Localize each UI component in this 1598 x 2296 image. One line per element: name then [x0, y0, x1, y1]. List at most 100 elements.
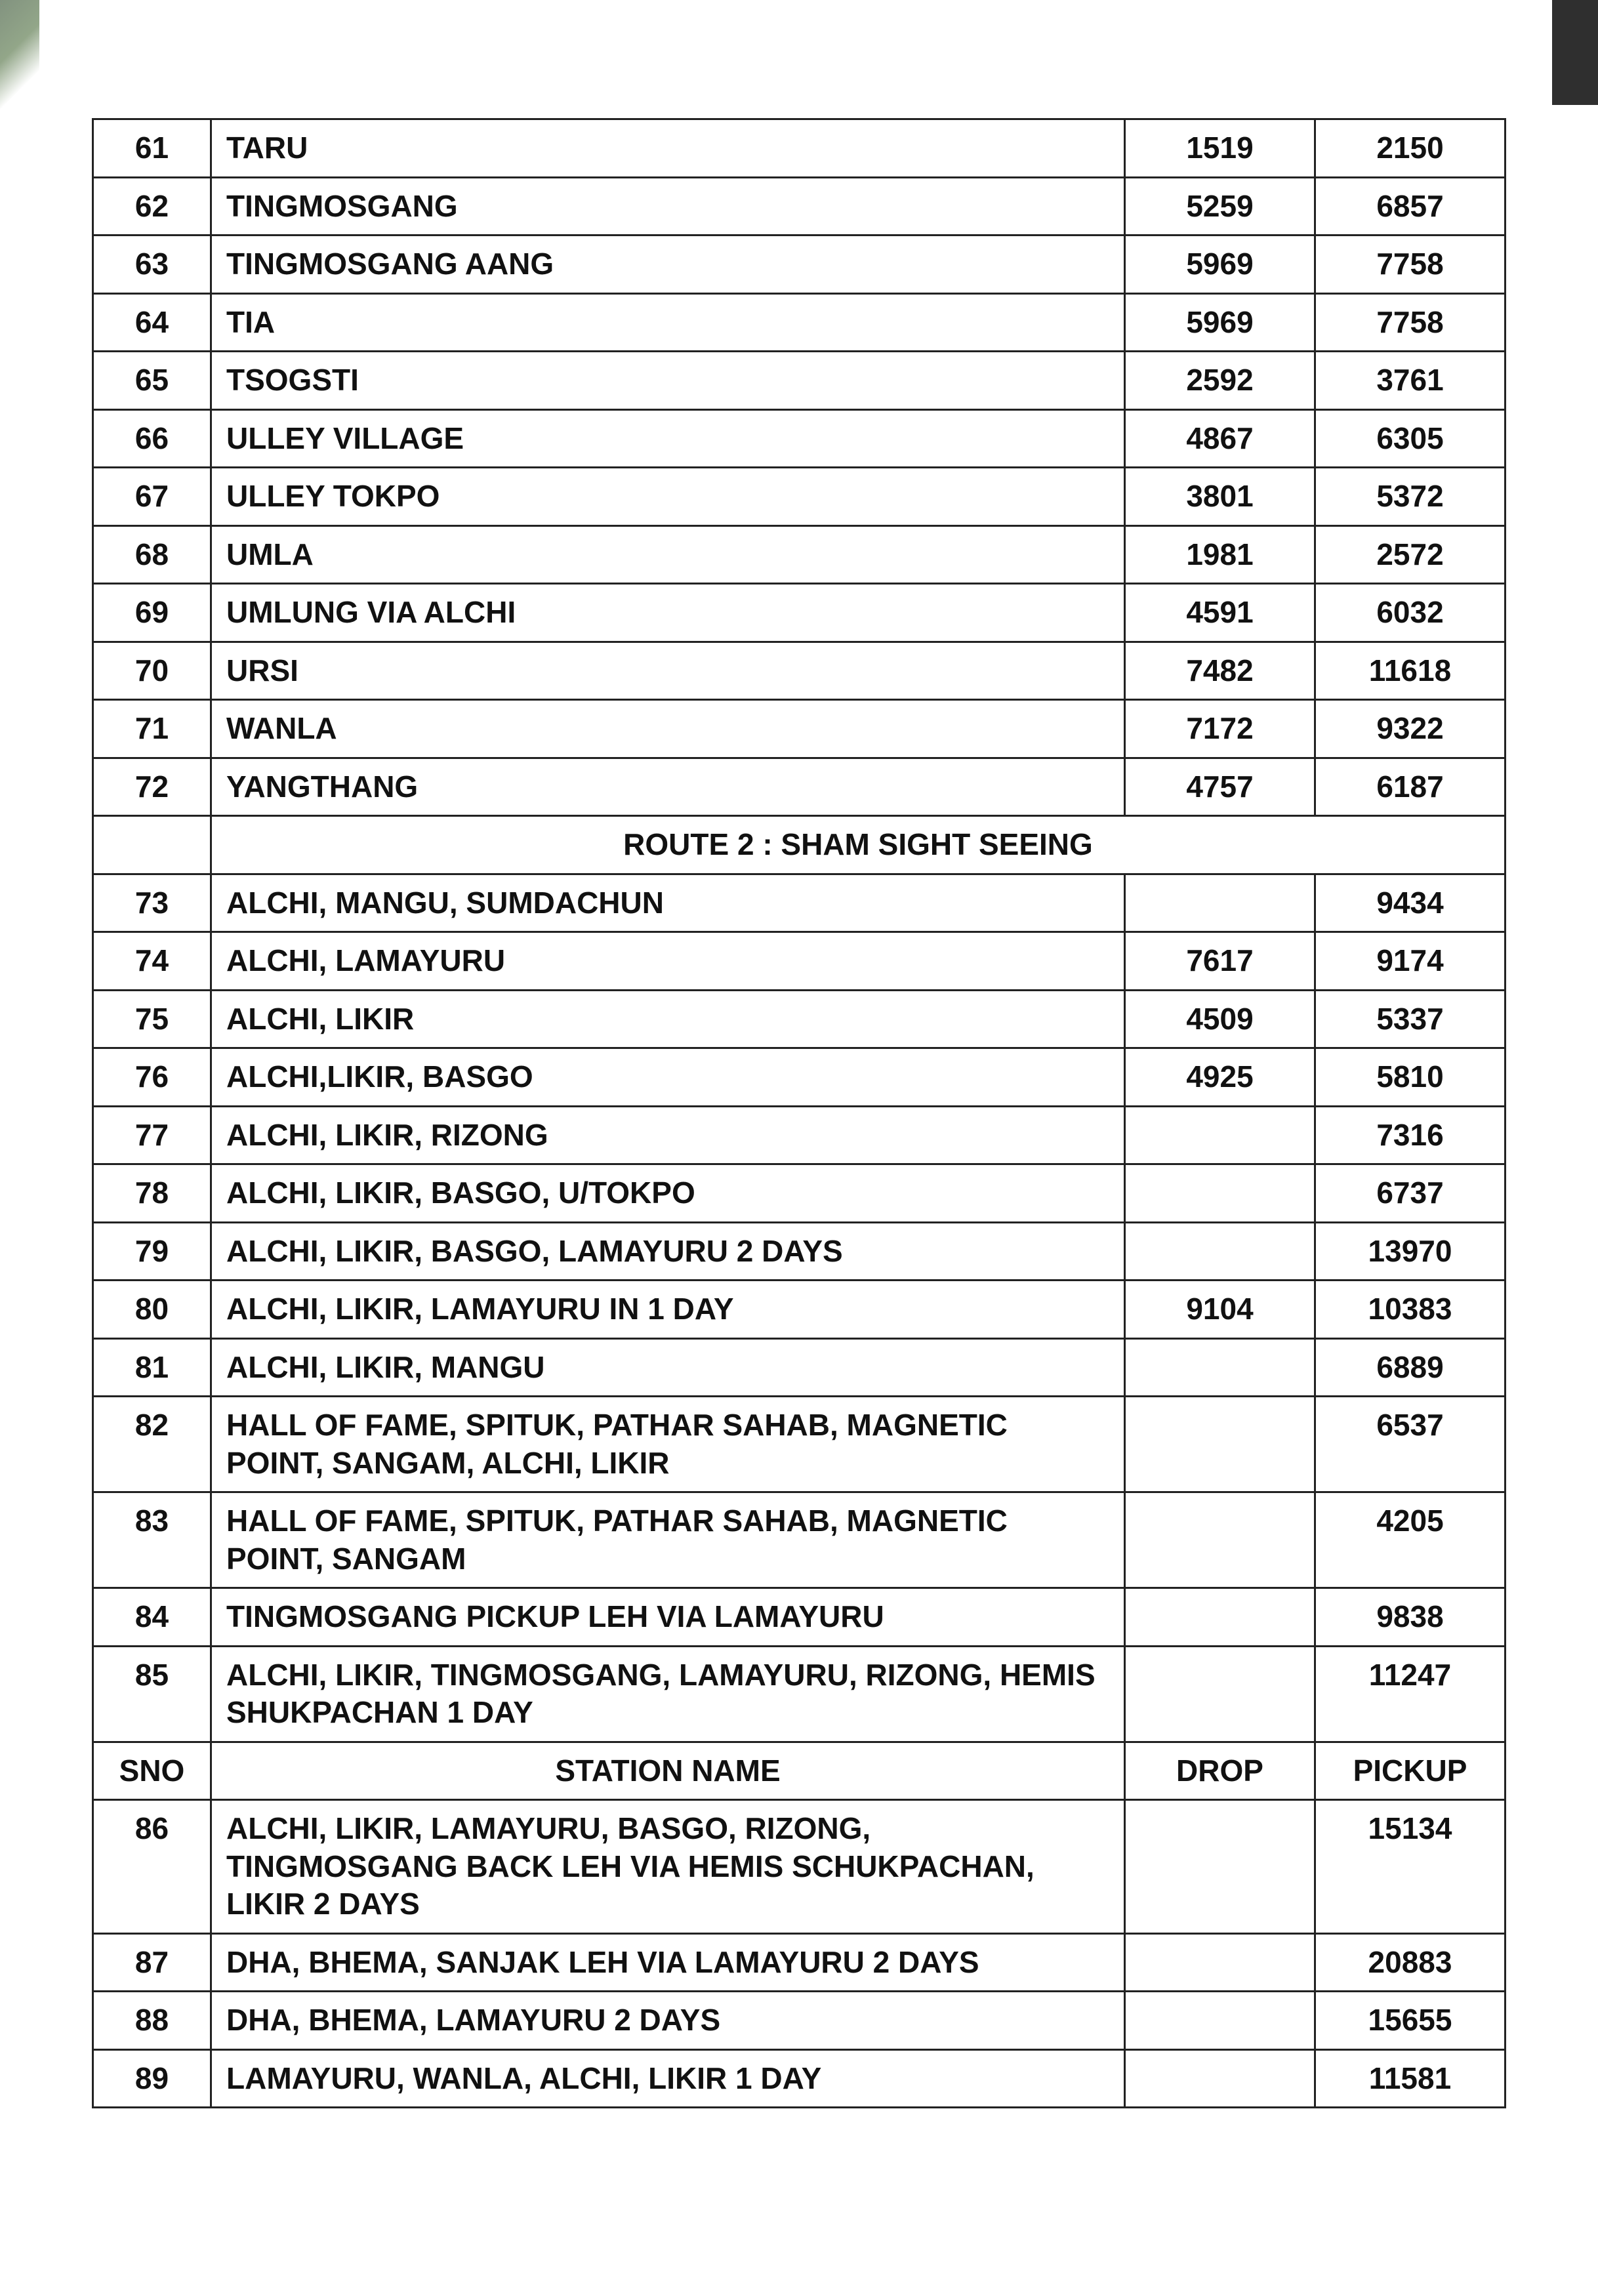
cell-drop-rate: 1981 [1125, 525, 1315, 584]
fare-table: 61TARU1519215062TINGMOSGANG5259685763TIN… [92, 118, 1506, 2108]
cell-pickup-rate: 6889 [1315, 1338, 1506, 1397]
cell-drop-rate: 3801 [1125, 468, 1315, 526]
cell-sno: 89 [93, 2049, 211, 2108]
table-row: 63TINGMOSGANG AANG59697758 [93, 236, 1506, 294]
table-row: 87DHA, BHEMA, SANJAK LEH VIA LAMAYURU 2 … [93, 1933, 1506, 1992]
cell-pickup-rate: 9174 [1315, 932, 1506, 991]
table-row: 80ALCHI, LIKIR, LAMAYURU IN 1 DAY9104103… [93, 1281, 1506, 1339]
cell-drop-rate [1125, 2049, 1315, 2108]
cell-drop-rate: 7617 [1125, 932, 1315, 991]
cell-station-name: LAMAYURU, WANLA, ALCHI, LIKIR 1 DAY [211, 2049, 1125, 2108]
cell-pickup-rate: 7758 [1315, 293, 1506, 352]
cell-sno: 70 [93, 642, 211, 700]
cell-pickup-rate: 15655 [1315, 1992, 1506, 2050]
cell-sno: 86 [93, 1800, 211, 1934]
table-row: 71WANLA71729322 [93, 700, 1506, 758]
cell-pickup-rate: 2150 [1315, 119, 1506, 178]
cell-station-name: ALCHI, LIKIR, MANGU [211, 1338, 1125, 1397]
scan-artifact-top-right [1552, 0, 1598, 105]
cell-pickup-rate: 7316 [1315, 1106, 1506, 1164]
cell-pickup-rate: 15134 [1315, 1800, 1506, 1934]
cell-drop-rate: 2592 [1125, 352, 1315, 410]
scan-artifact-top-left [0, 0, 39, 118]
cell-drop-rate: 7482 [1125, 642, 1315, 700]
cell-sno: 81 [93, 1338, 211, 1397]
cell-pickup-rate: 5337 [1315, 990, 1506, 1048]
table-row: 78ALCHI, LIKIR, BASGO, U/TOKPO 6737 [93, 1164, 1506, 1223]
cell-drop-rate [1125, 1397, 1315, 1492]
cell-drop-rate [1125, 1646, 1315, 1742]
cell-sno: 67 [93, 468, 211, 526]
cell-sno: 61 [93, 119, 211, 178]
header-station-name: STATION NAME [211, 1742, 1125, 1800]
section-title: ROUTE 2 : SHAM SIGHT SEEING [211, 816, 1506, 874]
table-row: 83HALL OF FAME, SPITUK, PATHAR SAHAB, MA… [93, 1492, 1506, 1588]
cell-drop-rate: 1519 [1125, 119, 1315, 178]
cell-drop-rate [1125, 1992, 1315, 2050]
cell-drop-rate: 4867 [1125, 409, 1315, 468]
cell-station-name: HALL OF FAME, SPITUK, PATHAR SAHAB, MAGN… [211, 1397, 1125, 1492]
cell-station-name: UMLA [211, 525, 1125, 584]
cell-pickup-rate: 6305 [1315, 409, 1506, 468]
cell-sno: 79 [93, 1222, 211, 1281]
cell-station-name: ALCHI, LIKIR, BASGO, U/TOKPO [211, 1164, 1125, 1223]
cell-station-name: ALCHI, LIKIR, RIZONG [211, 1106, 1125, 1164]
cell-sno: 69 [93, 584, 211, 642]
cell-pickup-rate: 13970 [1315, 1222, 1506, 1281]
header-sno: SNO [93, 1742, 211, 1800]
cell-pickup-rate: 4205 [1315, 1492, 1506, 1588]
cell-station-name: TINGMOSGANG PICKUP LEH VIA LAMAYURU [211, 1588, 1125, 1647]
table-header-row: SNOSTATION NAMEDROPPICKUP [93, 1742, 1506, 1800]
cell-sno: 75 [93, 990, 211, 1048]
cell-drop-rate: 4757 [1125, 758, 1315, 816]
table-row: 70URSI748211618 [93, 642, 1506, 700]
cell-sno: 78 [93, 1164, 211, 1223]
cell-sno: 88 [93, 1992, 211, 2050]
cell-drop-rate [1125, 1222, 1315, 1281]
cell-sno: 85 [93, 1646, 211, 1742]
table-row: 74ALCHI, LAMAYURU76179174 [93, 932, 1506, 991]
table-row: 73ALCHI, MANGU, SUMDACHUN9434 [93, 874, 1506, 932]
cell-empty [93, 816, 211, 874]
cell-station-name: TINGMOSGANG [211, 177, 1125, 236]
cell-drop-rate: 5969 [1125, 236, 1315, 294]
cell-station-name: ALCHI,LIKIR, BASGO [211, 1048, 1125, 1107]
cell-drop-rate [1125, 874, 1315, 932]
cell-sno: 80 [93, 1281, 211, 1339]
cell-drop-rate [1125, 1800, 1315, 1934]
cell-station-name: TSOGSTI [211, 352, 1125, 410]
header-pickup: PICKUP [1315, 1742, 1506, 1800]
table-row: 62TINGMOSGANG52596857 [93, 177, 1506, 236]
table-row: 85ALCHI, LIKIR, TINGMOSGANG, LAMAYURU, R… [93, 1646, 1506, 1742]
cell-drop-rate [1125, 1164, 1315, 1223]
cell-pickup-rate: 11581 [1315, 2049, 1506, 2108]
header-drop: DROP [1125, 1742, 1315, 1800]
cell-sno: 65 [93, 352, 211, 410]
cell-station-name: ALCHI, LIKIR, BASGO, LAMAYURU 2 DAYS [211, 1222, 1125, 1281]
cell-pickup-rate: 6737 [1315, 1164, 1506, 1223]
cell-sno: 66 [93, 409, 211, 468]
cell-drop-rate: 9104 [1125, 1281, 1315, 1339]
table-row: 77ALCHI, LIKIR, RIZONG7316 [93, 1106, 1506, 1164]
cell-drop-rate [1125, 1588, 1315, 1647]
cell-drop-rate: 5969 [1125, 293, 1315, 352]
cell-sno: 62 [93, 177, 211, 236]
cell-sno: 87 [93, 1933, 211, 1992]
cell-pickup-rate: 6537 [1315, 1397, 1506, 1492]
cell-sno: 72 [93, 758, 211, 816]
cell-station-name: TARU [211, 119, 1125, 178]
cell-station-name: TIA [211, 293, 1125, 352]
section-title-row: ROUTE 2 : SHAM SIGHT SEEING [93, 816, 1506, 874]
table-row: 89LAMAYURU, WANLA, ALCHI, LIKIR 1 DAY 115… [93, 2049, 1506, 2108]
table-row: 64TIA59697758 [93, 293, 1506, 352]
cell-sno: 76 [93, 1048, 211, 1107]
table-row: 84TINGMOSGANG PICKUP LEH VIA LAMAYURU983… [93, 1588, 1506, 1647]
cell-pickup-rate: 3761 [1315, 352, 1506, 410]
cell-drop-rate [1125, 1338, 1315, 1397]
table-row: 75ALCHI, LIKIR45095337 [93, 990, 1506, 1048]
cell-station-name: ALCHI, MANGU, SUMDACHUN [211, 874, 1125, 932]
cell-drop-rate: 4591 [1125, 584, 1315, 642]
cell-station-name: HALL OF FAME, SPITUK, PATHAR SAHAB, MAGN… [211, 1492, 1125, 1588]
cell-pickup-rate: 2572 [1315, 525, 1506, 584]
cell-station-name: DHA, BHEMA, SANJAK LEH VIA LAMAYURU 2 DA… [211, 1933, 1125, 1992]
